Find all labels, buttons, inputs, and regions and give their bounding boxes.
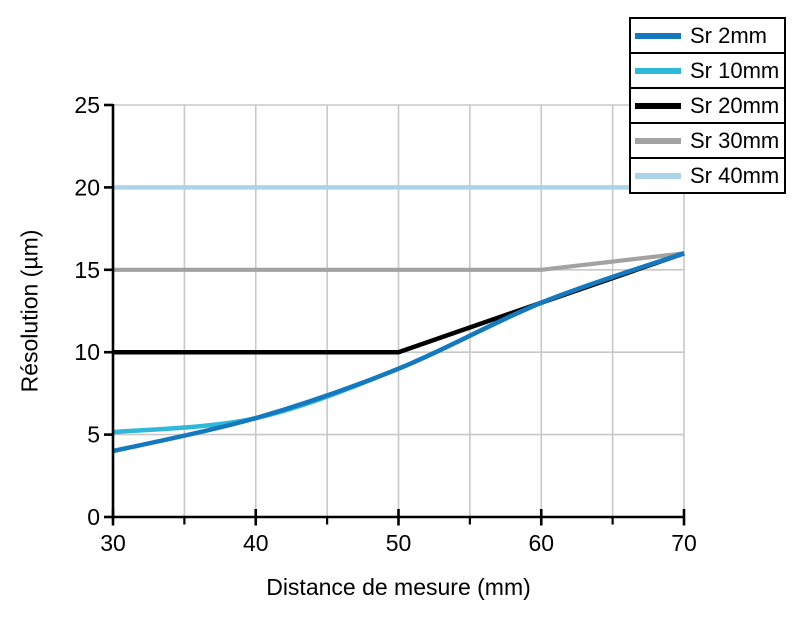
svg-text:10: 10 [74,339,100,365]
y-axis-title: Résolution (µm) [16,229,43,393]
legend-label-sr-30mm: Sr 30mm [690,127,780,153]
legend-item-sr-2mm: Sr 2mm [631,19,784,54]
legend-label-sr-20mm: Sr 20mm [690,92,780,118]
svg-text:25: 25 [74,92,100,118]
svg-text:0: 0 [87,504,100,530]
svg-text:15: 15 [74,257,100,283]
svg-text:50: 50 [386,530,412,556]
legend-swatch-sr-2mm [635,32,681,39]
svg-text:5: 5 [87,422,100,448]
legend-label-sr-40mm: Sr 40mm [690,162,780,188]
legend-item-sr-10mm: Sr 10mm [631,54,784,89]
legend-label-sr-2mm: Sr 2mm [690,22,767,48]
svg-text:40: 40 [243,530,269,556]
svg-text:30: 30 [100,530,126,556]
legend-item-sr-30mm: Sr 30mm [631,124,784,159]
legend-swatch-sr-20mm [635,102,681,109]
x-axis-title: Distance de mesure (mm) [266,574,531,600]
svg-text:20: 20 [74,174,100,200]
legend-swatch-sr-40mm [635,172,681,179]
legend-item-sr-20mm: Sr 20mm [631,89,784,124]
legend-swatch-sr-10mm [635,67,681,74]
svg-text:60: 60 [528,530,554,556]
svg-text:70: 70 [671,530,697,556]
chart-legend: Sr 2mm Sr 10mm Sr 20mm Sr 30mm Sr 40mm [629,17,786,194]
legend-label-sr-10mm: Sr 10mm [690,57,780,83]
legend-item-sr-40mm: Sr 40mm [631,159,784,192]
legend-swatch-sr-30mm [635,137,681,144]
